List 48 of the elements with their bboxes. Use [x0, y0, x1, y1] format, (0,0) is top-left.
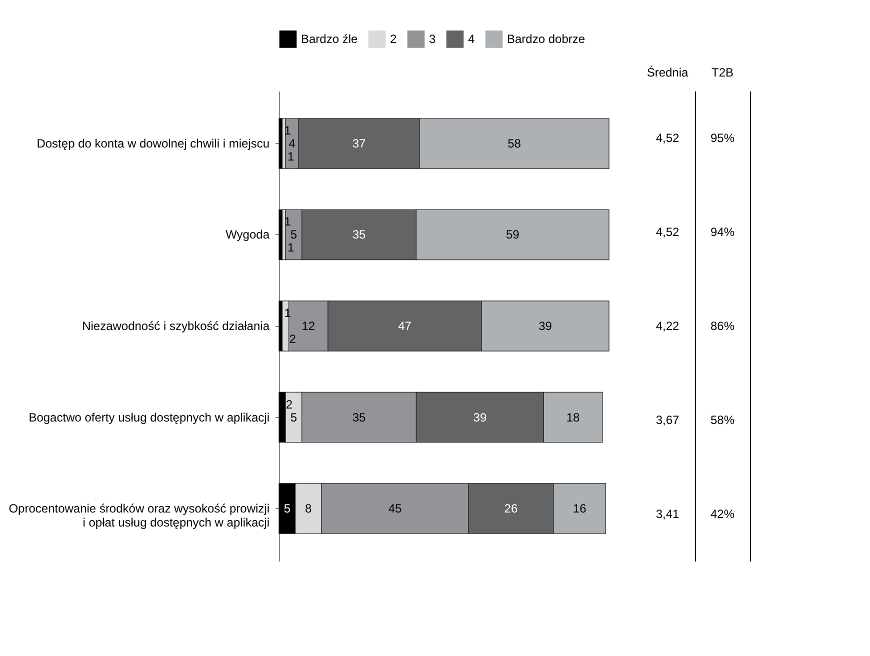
text: 58% [710, 413, 735, 427]
data-label: 39 [538, 319, 552, 333]
data-label: 37 [352, 136, 366, 150]
text: 3,41 [656, 507, 680, 521]
legend-label: 2 [390, 32, 397, 46]
bar [278, 118, 283, 169]
text: 95% [710, 131, 735, 145]
data-label: 2 [289, 332, 296, 346]
y-tick-label: Bogactwo oferty usług dostępnych w aplikacji [28, 410, 270, 424]
data-label: 1 [288, 240, 295, 255]
text: T2B [711, 66, 734, 80]
data-label: 16 [572, 502, 587, 516]
data-label: 2 [286, 397, 293, 412]
data-label: 1 [284, 123, 292, 138]
data-label: 8 [305, 502, 312, 516]
text: 4,52 [656, 131, 680, 145]
data-label: 5 [284, 502, 291, 516]
data-label: 58 [508, 136, 522, 150]
text: 4,52 [656, 225, 680, 239]
data-label: 47 [398, 319, 412, 333]
data-label: 59 [506, 228, 520, 242]
bar [278, 209, 283, 260]
y-tick-label: Niezawodność i szybkość działania [82, 319, 270, 333]
text: 86% [710, 319, 735, 333]
legend-label: 3 [429, 32, 436, 46]
data-label: 26 [504, 502, 518, 516]
data-label: 4 [288, 136, 296, 150]
legend-label: Bardzo źle [301, 32, 358, 46]
data-label: 1 [284, 214, 292, 229]
data-label: 1 [288, 149, 295, 164]
text: 4,22 [656, 319, 680, 333]
data-label: 18 [566, 410, 580, 424]
text: 3,67 [656, 413, 680, 427]
data-label: 35 [352, 410, 366, 424]
data-label: 5 [290, 228, 298, 242]
text: 94% [710, 225, 735, 239]
text: Średnia [646, 66, 688, 80]
legend-label: Bardzo dobrze [507, 32, 586, 46]
text: 42% [710, 507, 735, 521]
y-tick-label: Oprocentowanie środków oraz wysokość prowizji i opłat usług dostępnych w aplikacji [8, 502, 270, 530]
data-label: 5 [290, 410, 298, 424]
data-label: 39 [473, 410, 487, 424]
y-tick-label: Dostęp do konta w dowolnej chwili i miejscu [36, 136, 270, 150]
legend-label: 4 [468, 32, 475, 46]
y-tick-label: Wygoda [226, 228, 270, 242]
data-label: 45 [388, 502, 402, 516]
data-label: 12 [302, 319, 316, 333]
data-label: 35 [352, 228, 366, 242]
